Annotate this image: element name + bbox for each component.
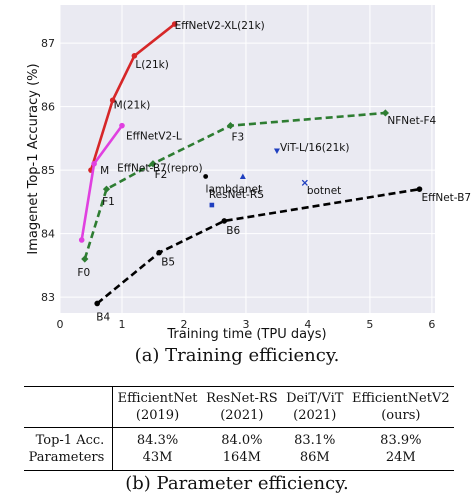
y-tick-label: 83 [41,291,55,304]
data-label: F0 [77,267,90,279]
data-point [416,186,423,192]
row-label: Top-1 Acc. [24,427,114,449]
model-label: ResNet-RS [209,189,264,201]
table-corner [24,407,114,428]
data-label: F1 [102,196,115,208]
x-tick-label: 4 [304,318,311,331]
data-point [81,255,89,263]
y-tick-label: 85 [41,164,55,177]
model-point [203,174,209,179]
table-cell: 83.9% [380,433,422,448]
data-point [156,249,162,256]
data-point [149,160,157,168]
y-axis-label: Imagenet Top-1 Accuracy (%) [26,63,41,254]
table-cell: 24M [347,449,454,471]
table-cell: 43M [112,449,202,471]
row-label: Parameters [24,449,114,471]
data-point [102,185,111,193]
training-efficiency-chart: 0 1 2 3 4 5 6 83 84 85 86 87 M(21k) L(21k) EffNetV2-… [26,5,471,342]
data-point [381,109,390,117]
x-tick-label: 6 [428,318,435,331]
x-tick-label: 5 [366,318,373,331]
data-label: F3 [231,132,244,144]
series-line [89,23,176,171]
table-row: Parameters 43M 164M 86M 24M [24,449,454,471]
model-point [301,179,308,186]
table-cell: 84.3% [136,433,179,448]
table-cell: 86M [281,449,348,471]
column-year: (2021) [201,407,282,428]
table-cell: 83.1% [294,433,336,448]
data-point [221,218,228,224]
data-label: F2 [155,169,168,181]
x-axis-label: Training time (TPU days) [166,327,326,342]
column-year: (ours) [347,407,454,428]
data-label: M(21k) [114,99,151,111]
y-tick-labels: 83 84 85 86 87 [41,37,55,304]
caption-training-efficiency: (a) Training efficiency. [134,345,340,366]
data-label: B5 [161,257,175,269]
x-tick-labels: 0 1 2 3 4 5 6 [57,318,436,331]
table-header-year-row: (2019) (2021) (2021) (ours) [24,407,454,428]
caption-parameter-efficiency: (b) Parameter efficiency. [125,473,349,494]
parameter-efficiency-table: EfficientNet ResNet-RS DeiT/ViT Efficien… [24,386,454,471]
data-point [171,21,178,27]
data-label: EffNetV2-L [126,131,182,143]
y-tick-label: 86 [41,101,55,114]
data-label: NFNet-F4 [387,115,436,127]
y-tick-label: 87 [41,37,55,50]
data-point [91,160,97,167]
table-cell: 164M [201,449,282,471]
data-label: M [100,165,109,177]
series-lines [78,21,423,307]
x-tick-label: 2 [180,318,187,331]
gridlines [59,5,435,313]
column-header: EfficientNetV2 [347,386,454,407]
model-label: botnet [307,185,341,197]
y-tick-label: 84 [41,228,55,241]
model-point [273,148,280,155]
column-year: (2021) [281,407,348,428]
data-point [131,53,138,59]
table-corner [24,386,114,407]
model-point [239,173,246,179]
column-header: EfficientNet [112,386,202,407]
data-point [226,122,235,130]
table-row: Top-1 Acc. 84.3% 84.0% 83.1% 83.9% [24,427,454,449]
data-label: B6 [226,225,240,237]
table-cell: 84.0% [221,433,263,448]
data-point [78,237,85,243]
x-tick-label: 3 [242,318,249,331]
plot-area [60,5,435,313]
other-models [203,148,308,208]
data-label: EffNet-B7 [422,192,472,204]
data-point [119,122,125,129]
model-label: EffNet-B7(repro) [117,162,203,174]
model-label: lambdanet [206,183,263,195]
data-point [109,97,116,104]
x-tick-label: 1 [118,318,125,331]
data-label: L(21k) [135,59,168,71]
column-header: DeiT/ViT [281,386,348,407]
data-label: B4 [96,311,110,323]
x-tick-label: 0 [57,318,64,331]
model-label: ViT-L/16(21k) [280,142,350,154]
data-label: EffNetV2-XL(21k) [175,20,265,32]
series-line [96,187,420,305]
data-point [94,300,100,307]
point-labels: M(21k) L(21k) EffNetV2-XL(21k) M EffNetV2-L F… [77,20,471,323]
table-header-row: EfficientNet ResNet-RS DeiT/ViT Efficien… [24,386,454,407]
column-year: (2019) [112,407,202,428]
model-point [209,202,215,208]
column-header: ResNet-RS [201,386,282,407]
